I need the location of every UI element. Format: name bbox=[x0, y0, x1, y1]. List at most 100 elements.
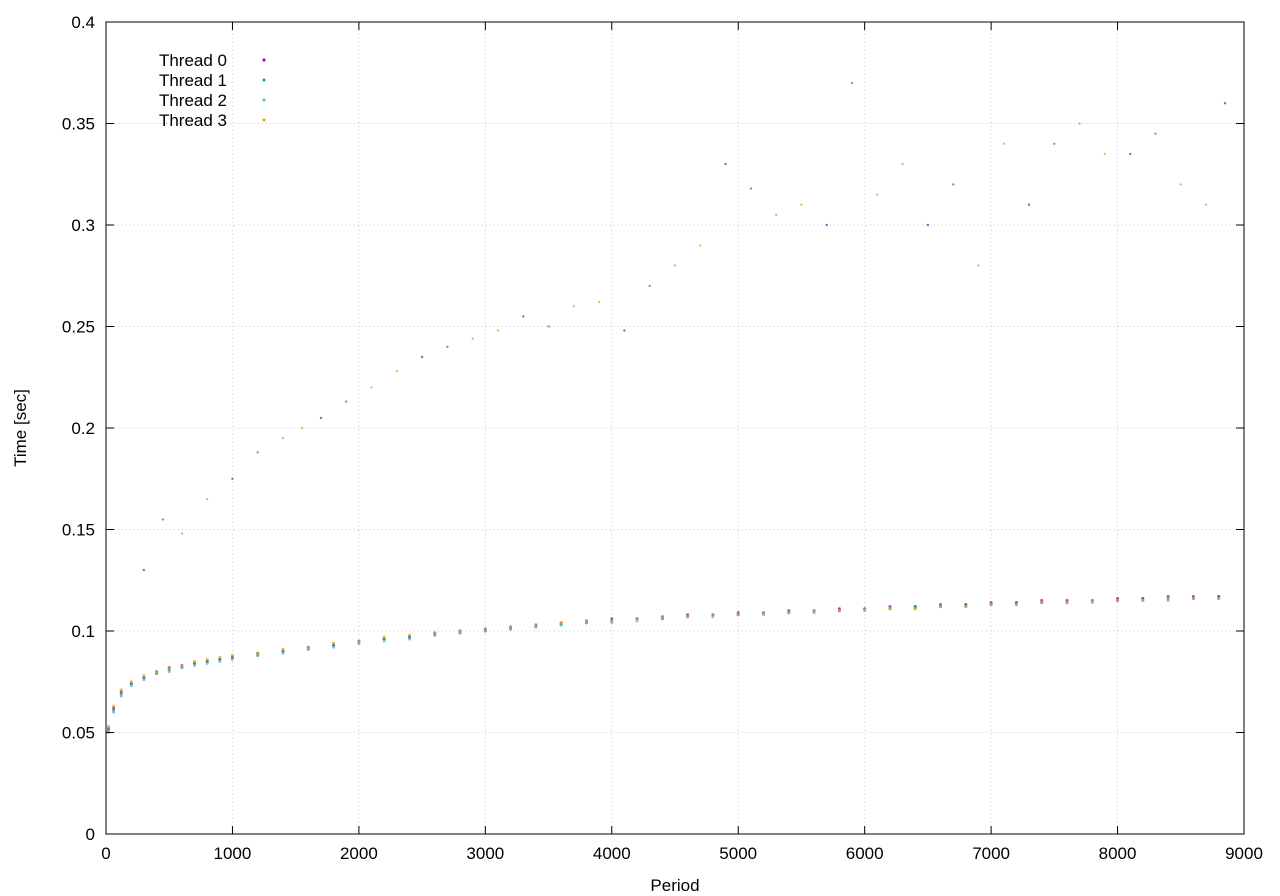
outlier-point bbox=[597, 300, 601, 304]
legend-label-thread-1: Thread 1 bbox=[159, 71, 227, 90]
outlier-point bbox=[1204, 203, 1208, 206]
outlier-point bbox=[1053, 142, 1056, 145]
point-thread-3 bbox=[534, 623, 538, 627]
y-tick-label: 0 bbox=[86, 825, 95, 844]
outlier-point bbox=[749, 187, 753, 190]
point-thread-2 bbox=[382, 639, 386, 643]
outlier-point bbox=[1129, 152, 1132, 156]
outlier-point bbox=[800, 203, 803, 206]
point-thread-3 bbox=[167, 666, 171, 669]
point-thread-3 bbox=[382, 635, 386, 639]
point-thread-3 bbox=[119, 688, 123, 692]
outlier-point bbox=[572, 305, 575, 308]
point-thread-0 bbox=[610, 617, 614, 621]
outlier-point bbox=[1179, 183, 1183, 186]
point-thread-3 bbox=[142, 674, 146, 678]
point-thread-3 bbox=[736, 613, 740, 617]
outlier-point bbox=[699, 244, 702, 247]
point-thread-3 bbox=[585, 619, 588, 623]
point-thread-2 bbox=[167, 670, 171, 674]
outlier-point bbox=[926, 223, 930, 227]
point-thread-2 bbox=[281, 651, 285, 655]
legend-label-thread-3: Thread 3 bbox=[159, 111, 227, 130]
point-thread-3 bbox=[686, 615, 690, 619]
point-thread-3 bbox=[256, 651, 260, 655]
y-tick-label: 0.1 bbox=[71, 622, 95, 641]
grid bbox=[106, 22, 1244, 834]
outlier-point bbox=[446, 345, 449, 348]
x-tick-label: 4000 bbox=[593, 844, 631, 863]
outlier-point bbox=[901, 162, 904, 166]
outlier-point bbox=[256, 451, 259, 454]
point-thread-3 bbox=[433, 631, 437, 635]
point-thread-2 bbox=[119, 694, 123, 698]
outlier-point bbox=[300, 426, 304, 430]
outlier-point bbox=[180, 532, 184, 535]
point-thread-0 bbox=[736, 611, 740, 615]
legend-label-thread-2: Thread 2 bbox=[159, 91, 227, 110]
point-thread-2 bbox=[509, 627, 513, 631]
point-thread-2 bbox=[433, 633, 437, 637]
point-thread-3 bbox=[964, 605, 968, 609]
point-thread-3 bbox=[837, 609, 841, 613]
point-thread-3 bbox=[155, 670, 159, 674]
outlier-point bbox=[142, 568, 146, 572]
legend-marker-thread-0 bbox=[262, 58, 266, 62]
point-thread-3 bbox=[1014, 603, 1018, 607]
y-tick-label: 0.2 bbox=[71, 419, 95, 438]
point-thread-3 bbox=[357, 639, 361, 643]
x-tick-label: 8000 bbox=[1099, 844, 1137, 863]
point-thread-2 bbox=[256, 653, 260, 657]
point-thread-1 bbox=[913, 605, 917, 609]
y-tick-label: 0.05 bbox=[62, 724, 95, 743]
legend-marker-thread-2 bbox=[262, 98, 266, 102]
point-thread-3 bbox=[458, 629, 462, 633]
y-tick-label: 0.15 bbox=[62, 521, 95, 540]
y-tick-label: 0.4 bbox=[71, 13, 95, 32]
axis-ticks bbox=[105, 21, 1245, 835]
point-thread-3 bbox=[408, 633, 411, 637]
outlier-point bbox=[775, 213, 778, 217]
outlier-point bbox=[496, 329, 500, 332]
point-thread-3 bbox=[1217, 597, 1221, 600]
point-thread-2 bbox=[332, 645, 336, 649]
outlier-point bbox=[850, 81, 854, 85]
outlier-point bbox=[281, 437, 285, 440]
outlier-point bbox=[420, 355, 424, 359]
point-thread-3 bbox=[180, 664, 184, 667]
y-axis-title: Time [sec] bbox=[11, 389, 30, 467]
outlier-point bbox=[876, 193, 879, 196]
x-tick-label: 6000 bbox=[846, 844, 884, 863]
outlier-point bbox=[952, 183, 955, 186]
outlier-point bbox=[522, 315, 525, 318]
point-thread-3 bbox=[230, 653, 234, 657]
outlier-point bbox=[161, 518, 165, 521]
x-tick-label: 3000 bbox=[466, 844, 504, 863]
x-tick-label: 1000 bbox=[214, 844, 252, 863]
point-thread-3 bbox=[509, 625, 513, 629]
point-thread-0 bbox=[888, 605, 892, 609]
point-thread-2 bbox=[408, 637, 411, 641]
outlier-point bbox=[623, 329, 626, 332]
axis-tick-labels: 0 1000 2000 3000 4000 5000 6000 7000 8000 9000 0 0.… bbox=[62, 13, 1263, 863]
point-thread-2 bbox=[762, 613, 765, 617]
x-axis-title: Period bbox=[650, 876, 699, 895]
y-tick-label: 0.35 bbox=[62, 115, 95, 134]
outlier-point bbox=[1078, 122, 1081, 125]
point-thread-3 bbox=[306, 645, 310, 649]
data-points bbox=[107, 81, 1227, 734]
point-thread-3 bbox=[129, 680, 133, 684]
point-thread-2 bbox=[635, 619, 639, 623]
point-thread-3 bbox=[218, 655, 222, 659]
outlier-point bbox=[231, 477, 234, 480]
legend-marker-thread-3 bbox=[262, 118, 266, 122]
point-thread-3 bbox=[1090, 599, 1094, 602]
outlier-point bbox=[673, 264, 677, 267]
outlier-point bbox=[1027, 203, 1031, 206]
point-thread-3 bbox=[483, 627, 487, 631]
point-thread-3 bbox=[888, 607, 892, 611]
point-thread-2 bbox=[129, 684, 133, 688]
point-thread-2 bbox=[306, 647, 310, 651]
point-thread-3 bbox=[1141, 599, 1145, 602]
